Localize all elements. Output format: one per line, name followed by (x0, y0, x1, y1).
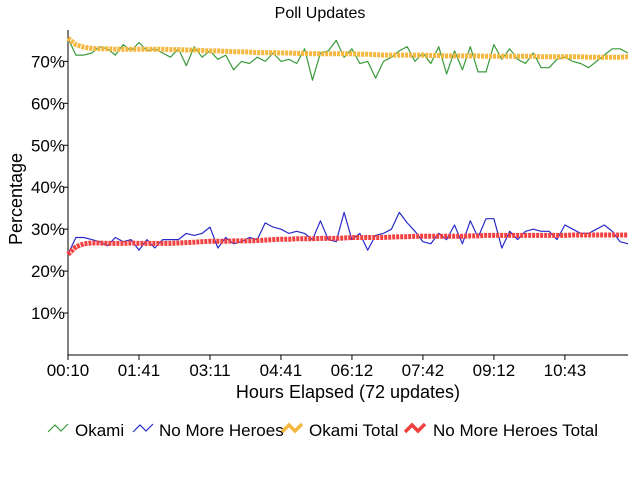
legend-label-3: Okami Total (309, 421, 398, 440)
plot-area: 10% 20% 30% 40% 50% 60% 70% 00:10 01:41 03:11 04:4… (31, 30, 629, 380)
x-axis-label: Hours Elapsed (72 updates) (236, 382, 460, 402)
legend-swatch-1 (47, 423, 69, 433)
legend-label-1: Okami (75, 421, 124, 440)
series-line-3 (66, 36, 629, 60)
x-tick-label: 03:11 (189, 361, 230, 380)
y-tick-label: 40% (31, 178, 65, 197)
y-tick-label: 20% (31, 262, 65, 281)
legend-label-2: No More Heroes (159, 421, 284, 440)
x-tick-label: 00:10 (47, 361, 90, 380)
x-tick-label: 09:12 (473, 361, 516, 380)
legend-swatch-2 (132, 423, 154, 433)
legend: Okami No More Heroes Okami Total No More He… (47, 421, 598, 440)
y-tick-label: 70% (31, 52, 65, 71)
series-line-4 (66, 232, 628, 257)
x-tick-label: 06:12 (331, 361, 374, 380)
y-tick-label: 30% (31, 220, 65, 239)
series-line-1 (67, 38, 629, 81)
x-tick-label: 07:42 (402, 361, 445, 380)
y-tick-label: 60% (31, 94, 65, 113)
y-tick-label: 10% (31, 304, 65, 323)
legend-label-4: No More Heroes Total (433, 421, 598, 440)
x-tick-label: 01:41 (118, 361, 161, 380)
x-tick-label: 10:43 (544, 361, 587, 380)
y-axis-label: Percentage (6, 153, 26, 245)
y-tick-label: 50% (31, 136, 65, 155)
legend-swatch-4 (403, 422, 427, 434)
series-line-2 (67, 211, 629, 255)
legend-swatch-3 (280, 422, 304, 434)
x-tick-label: 04:41 (260, 361, 303, 380)
chart-title: Poll Updates (275, 5, 366, 22)
